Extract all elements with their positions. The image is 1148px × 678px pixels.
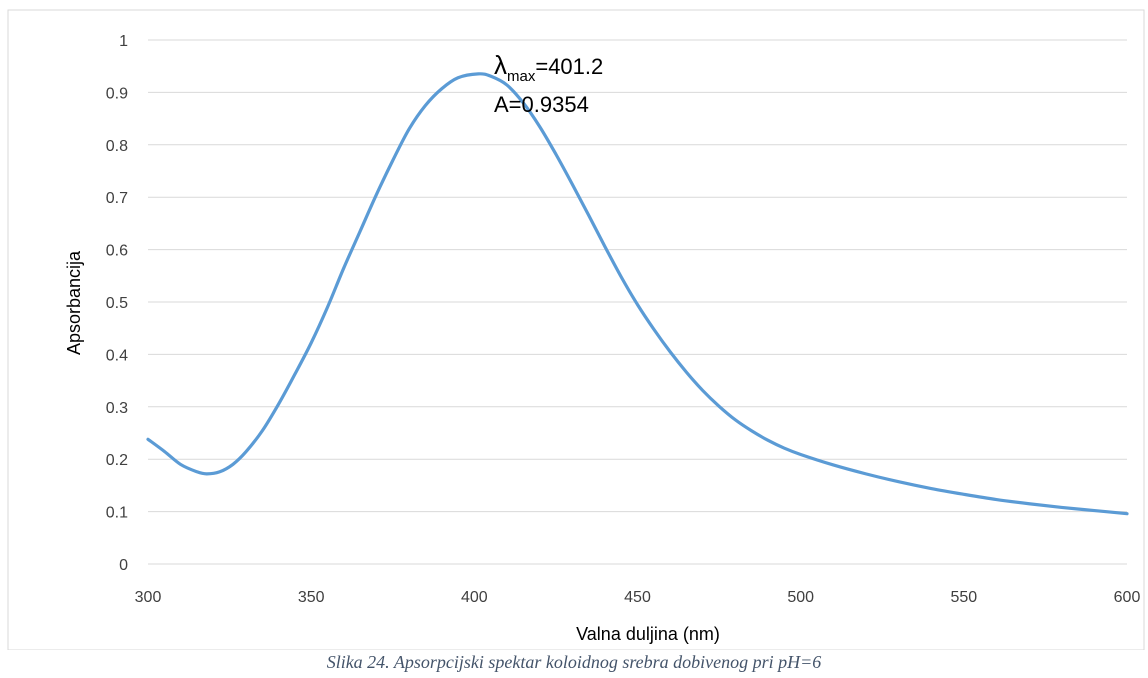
absorbance-annotation: A=0.9354: [494, 92, 589, 117]
y-tick-label: 0.7: [106, 190, 128, 207]
x-tick-labels: 300 350 400 450 500 550 600: [135, 589, 1141, 606]
lambda-symbol: λ: [494, 50, 507, 80]
y-tick-label: 0.3: [106, 400, 128, 417]
chart-area: 0 0.1 0.2 0.3 0.4 0.5 0.6 0.7 0.8 0.9 1 300 350 400 4…: [7, 9, 1145, 650]
lambda-subscript: max: [507, 68, 536, 85]
series-layer: [146, 72, 1129, 516]
chart-svg: 0 0.1 0.2 0.3 0.4 0.5 0.6 0.7 0.8 0.9 1 300 350 400 4…: [7, 9, 1145, 650]
gridlines: [148, 39, 1127, 565]
y-tick-label: 0.9: [106, 85, 128, 102]
x-tick-label: 500: [787, 589, 814, 606]
x-tick-label: 550: [950, 589, 977, 606]
y-axis-title: Apsorbancija: [64, 250, 84, 355]
x-tick-label: 300: [135, 589, 162, 606]
x-tick-label: 450: [624, 589, 651, 606]
y-tick-label: 0.4: [106, 347, 128, 364]
x-tick-label: 400: [461, 589, 488, 606]
y-tick-labels: 0 0.1 0.2 0.3 0.4 0.5 0.6 0.7 0.8 0.9 1: [106, 33, 128, 574]
x-tick-label: 600: [1114, 589, 1141, 606]
lambda-value: =401.2: [535, 54, 603, 79]
y-tick-label: 0: [119, 557, 128, 574]
chart-frame: [7, 9, 1145, 650]
y-tick-label: 0.6: [106, 243, 128, 260]
lambda-max-annotation: λmax=401.2: [494, 50, 603, 85]
x-axis-title: Valna duljina (nm): [576, 624, 720, 644]
series-line-0: [146, 72, 1129, 516]
y-tick-label: 0.5: [106, 295, 128, 312]
y-tick-label: 0.1: [106, 505, 128, 522]
figure-caption: Slika 24. Apsorpcijski spektar koloidnog…: [326, 652, 822, 672]
y-tick-label: 0.2: [106, 452, 128, 469]
x-tick-label: 350: [298, 589, 325, 606]
y-tick-label: 1: [119, 33, 128, 50]
y-tick-label: 0.8: [106, 138, 128, 155]
